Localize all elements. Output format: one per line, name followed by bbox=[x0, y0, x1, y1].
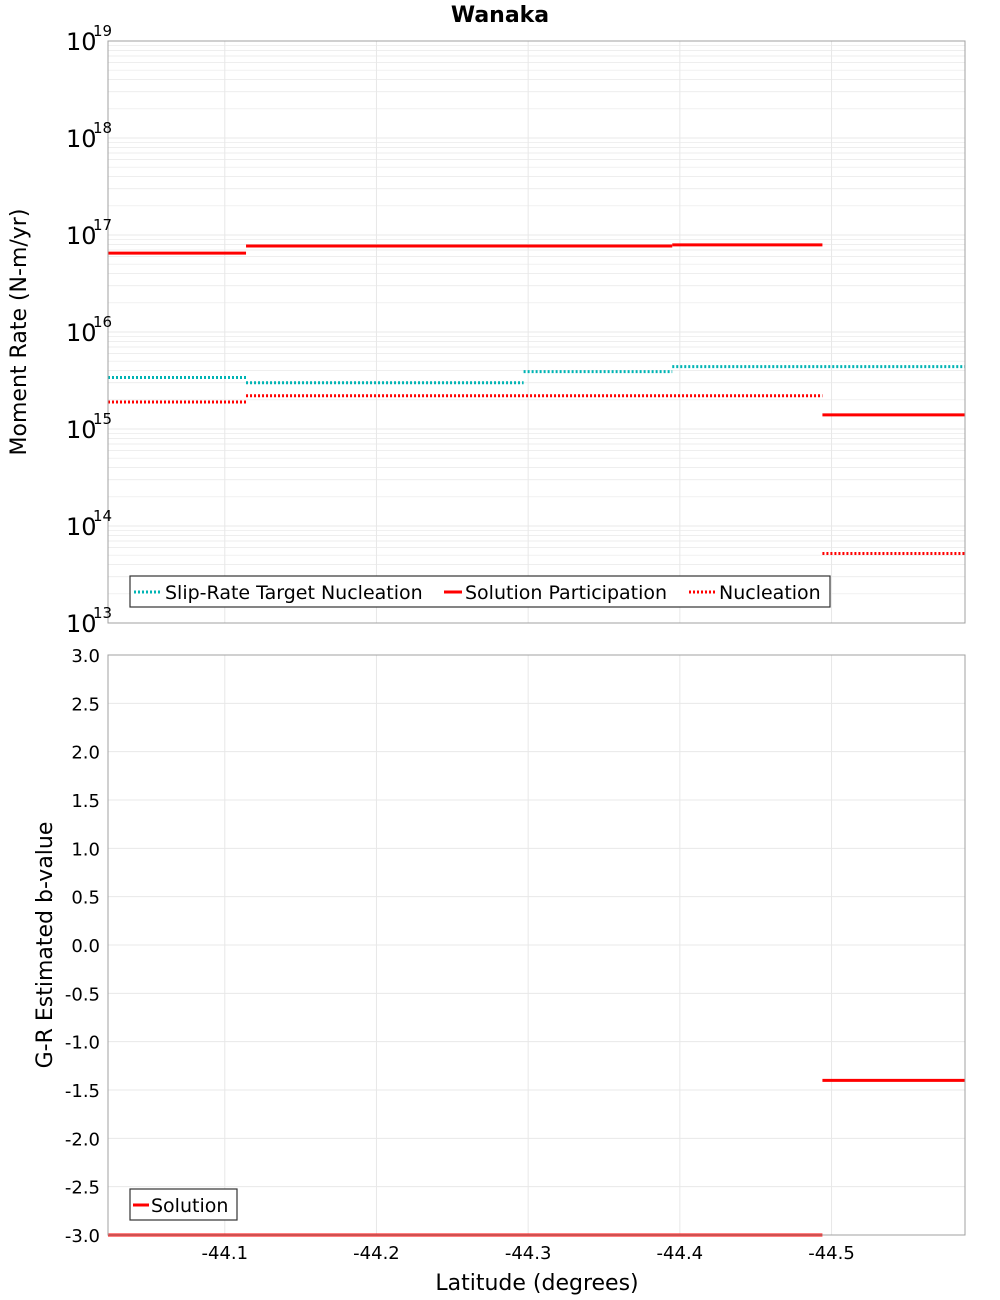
x-tick-label: -44.3 bbox=[505, 1243, 552, 1264]
y-tick-exponent: 19 bbox=[93, 22, 112, 40]
y-tick-label: 10 bbox=[66, 222, 97, 250]
b-value-plot-frame bbox=[107, 654, 966, 1236]
y-tick-label: 1.5 bbox=[71, 791, 100, 812]
x-tick-label: -44.2 bbox=[353, 1243, 400, 1264]
y-tick-exponent: 18 bbox=[93, 119, 112, 137]
y-tick-label: -0.5 bbox=[65, 984, 100, 1005]
y-tick-exponent: 13 bbox=[93, 604, 112, 622]
moment-rate-plot-frame bbox=[107, 40, 966, 624]
moment-rate-legend: Slip-Rate Target Nucleation Solution Par… bbox=[129, 575, 831, 608]
y-tick-label: -1.5 bbox=[65, 1081, 100, 1102]
chart-title: Wanaka bbox=[451, 3, 549, 28]
y-tick-label: 10 bbox=[66, 610, 97, 638]
y-tick-label: 0.0 bbox=[71, 936, 100, 957]
x-tick-label: -44.5 bbox=[808, 1243, 855, 1264]
y-tick-exponent: 14 bbox=[93, 507, 112, 525]
y-tick-label: 0.5 bbox=[71, 888, 100, 909]
latitude-x-ticks: -44.1 -44.2 -44.3 -44.4 -44.5 bbox=[202, 1243, 855, 1264]
y-tick-label: 2.0 bbox=[71, 743, 100, 764]
y-tick-label: 10 bbox=[66, 319, 97, 347]
y-tick-label: 10 bbox=[66, 125, 97, 153]
y-tick-label: 2.5 bbox=[71, 694, 100, 715]
b-value-legend: Solution bbox=[129, 1188, 238, 1221]
legend-label-solution-participation: Solution Participation bbox=[465, 582, 667, 604]
y-tick-label: -2.5 bbox=[65, 1178, 100, 1199]
y-tick-label: -2.0 bbox=[65, 1129, 100, 1150]
x-tick-label: -44.1 bbox=[202, 1243, 249, 1264]
moment-rate-y-axis-label: Moment Rate (N-m/yr) bbox=[7, 209, 32, 456]
b-value-panel: 3.0 2.5 2.0 1.5 1.0 0.5 0.0 -0.5 -1.0 -1.5 -2.0 -2.… bbox=[33, 646, 966, 1296]
x-tick-label: -44.4 bbox=[657, 1243, 704, 1264]
legend-label-nucleation: Nucleation bbox=[719, 582, 821, 604]
y-tick-exponent: 16 bbox=[93, 313, 112, 331]
y-tick-label: 10 bbox=[66, 28, 97, 56]
y-tick-label: 1.0 bbox=[71, 839, 100, 860]
y-tick-label: 10 bbox=[66, 416, 97, 444]
y-tick-label: -3.0 bbox=[65, 1226, 100, 1247]
y-tick-exponent: 15 bbox=[93, 410, 112, 428]
legend-label-solution: Solution bbox=[151, 1195, 228, 1217]
y-tick-exponent: 17 bbox=[93, 216, 112, 234]
b-value-y-axis-label: G-R Estimated b-value bbox=[33, 822, 58, 1069]
y-tick-label: 3.0 bbox=[71, 646, 100, 667]
moment-rate-series bbox=[108, 243, 965, 556]
b-value-y-ticks: 3.0 2.5 2.0 1.5 1.0 0.5 0.0 -0.5 -1.0 -1.5 -2.0 -2.… bbox=[65, 646, 100, 1247]
latitude-x-axis-label: Latitude (degrees) bbox=[435, 1271, 638, 1296]
y-tick-label: -1.0 bbox=[65, 1033, 100, 1054]
y-tick-label: 10 bbox=[66, 513, 97, 541]
legend-label-slip-rate-target-nucleation: Slip-Rate Target Nucleation bbox=[165, 582, 423, 604]
